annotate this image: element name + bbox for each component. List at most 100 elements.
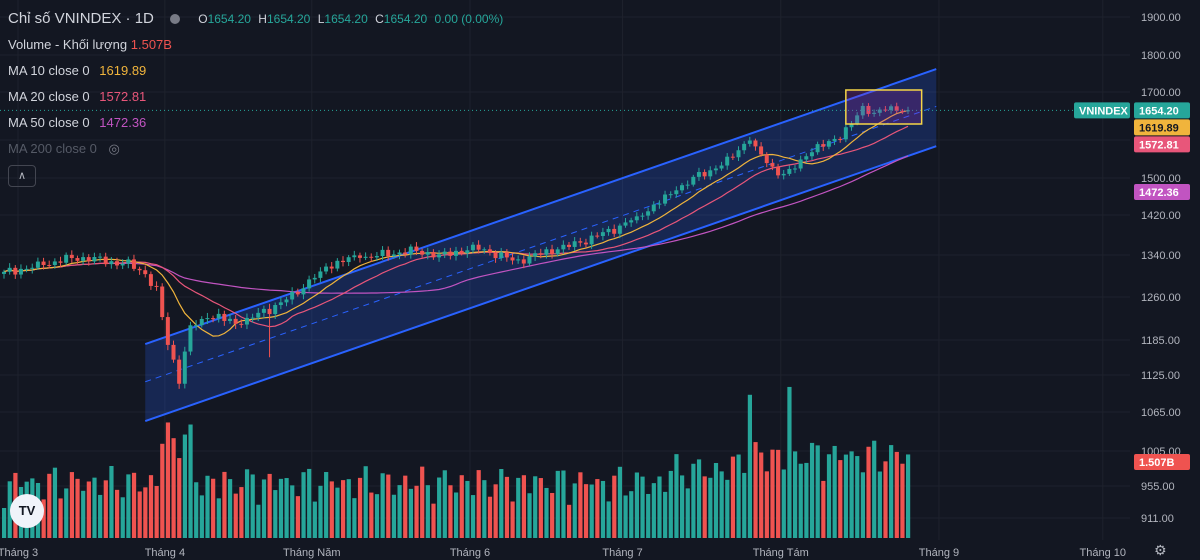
open-value: 1654.20 — [207, 12, 251, 26]
y-tick-label: 1800.00 — [1141, 50, 1181, 62]
volume-bar — [177, 458, 182, 538]
ma50-line — [3, 155, 909, 294]
candle-body — [177, 359, 182, 384]
candle-body — [516, 259, 521, 261]
volume-bar — [52, 467, 58, 538]
volume-bar — [448, 485, 453, 538]
volume-bar — [318, 485, 323, 538]
volume-bar — [41, 499, 46, 538]
candle-body — [160, 286, 165, 318]
candle-body — [30, 267, 35, 269]
candle-body — [589, 235, 594, 245]
volume-bar — [629, 491, 634, 538]
candle-body — [273, 305, 278, 315]
volume-bar — [776, 449, 781, 538]
candle-body — [7, 267, 12, 272]
candle-body — [702, 172, 707, 177]
volume-bar — [148, 475, 154, 538]
volume-bar — [906, 454, 911, 538]
legend-ma10[interactable]: MA 10 close 0 1619.89 — [8, 58, 507, 84]
candle-body — [798, 159, 803, 169]
candle-body — [374, 256, 379, 258]
volume-bar — [476, 470, 481, 538]
y-tick-label: 1185.00 — [1141, 335, 1180, 347]
close-key: C — [375, 12, 384, 26]
candle-body — [244, 317, 249, 325]
candle-body — [52, 261, 57, 265]
candle-body — [391, 254, 396, 257]
volume-bar — [877, 471, 882, 538]
candle-body — [109, 261, 114, 265]
candle-body — [849, 123, 854, 128]
volume-bar — [165, 422, 171, 538]
highlight-box[interactable] — [845, 89, 923, 125]
volume-bar — [742, 472, 747, 538]
legend-ma200[interactable]: MA 200 close 0 ◎ — [8, 136, 507, 162]
volume-bar — [663, 491, 668, 538]
collapse-legend-button[interactable]: ∧ — [8, 165, 36, 187]
candle-body — [278, 302, 283, 306]
volume-bar — [900, 463, 905, 538]
ma50-tag-bg — [1134, 184, 1190, 200]
volume-bar — [793, 451, 798, 538]
eye-off-icon[interactable]: ◎ — [108, 141, 120, 156]
candle-body — [403, 252, 408, 255]
candle-body — [437, 254, 442, 258]
candle-body — [583, 242, 588, 245]
candle-body — [312, 277, 317, 280]
volume-bar — [75, 478, 80, 538]
tradingview-logo[interactable]: TV — [10, 494, 44, 528]
symbol-title[interactable]: Chỉ số VNINDEX · 1D — [8, 10, 154, 27]
candle-body — [527, 256, 532, 264]
volume-bar — [685, 488, 690, 538]
volume-bar — [657, 476, 662, 538]
volume-bar — [555, 470, 560, 538]
volume-bar — [470, 495, 476, 538]
candle-body — [357, 255, 362, 258]
volume-bar — [730, 456, 736, 538]
ma10-label: MA 10 close 0 — [8, 63, 90, 78]
candle-body — [567, 244, 571, 247]
gear-icon[interactable]: ⚙ — [1154, 542, 1167, 558]
volume-bar — [770, 449, 775, 538]
candle-body — [137, 268, 142, 271]
legend-ma20[interactable]: MA 20 close 0 1572.81 — [8, 84, 507, 110]
candle-body — [793, 168, 797, 170]
ma10-tag-bg — [1134, 119, 1190, 136]
y-tick-label: 1340.00 — [1141, 250, 1181, 262]
candle-body — [24, 268, 29, 270]
candle-body — [301, 288, 306, 295]
volume-bar — [64, 488, 69, 538]
x-tick-label: Tháng Năm — [283, 547, 340, 559]
legend-volume[interactable]: Volume - Khối lượng 1.507B — [8, 32, 507, 58]
candle-body — [668, 194, 673, 196]
volume-bar — [787, 386, 792, 538]
volume-bar — [278, 478, 284, 538]
volume-bar — [290, 485, 295, 538]
volume-bar — [228, 479, 233, 538]
y-tick-label: 1500.00 — [1141, 173, 1181, 185]
legend-header: Chỉ số VNINDEX · 1D O1654.20 H1654.20 L1… — [8, 6, 507, 32]
volume-bar — [346, 479, 351, 538]
candle-body — [290, 291, 295, 300]
candle-body — [696, 172, 701, 177]
volume-bar — [408, 488, 413, 538]
volume-bar — [188, 424, 193, 538]
volume-bar — [137, 491, 142, 538]
volume-bar — [143, 487, 148, 538]
volume-bar — [680, 475, 685, 538]
candle-body — [148, 274, 153, 286]
candle-body — [182, 351, 187, 384]
candle-body — [431, 252, 436, 258]
legend-ma50[interactable]: MA 50 close 0 1472.36 — [8, 110, 507, 136]
candlesticks — [0, 102, 1130, 389]
candle-body — [369, 256, 374, 258]
candle-body — [222, 313, 227, 321]
volume-bar — [719, 471, 724, 538]
candle-body — [188, 325, 193, 352]
price-tags: VNINDEX 1654.20 1619.89 1572.81 1472.36 1.507… — [1074, 102, 1190, 470]
volume-label: Volume - Khối lượng — [8, 37, 128, 52]
candle-body — [448, 251, 453, 256]
volume-bar — [442, 470, 447, 538]
